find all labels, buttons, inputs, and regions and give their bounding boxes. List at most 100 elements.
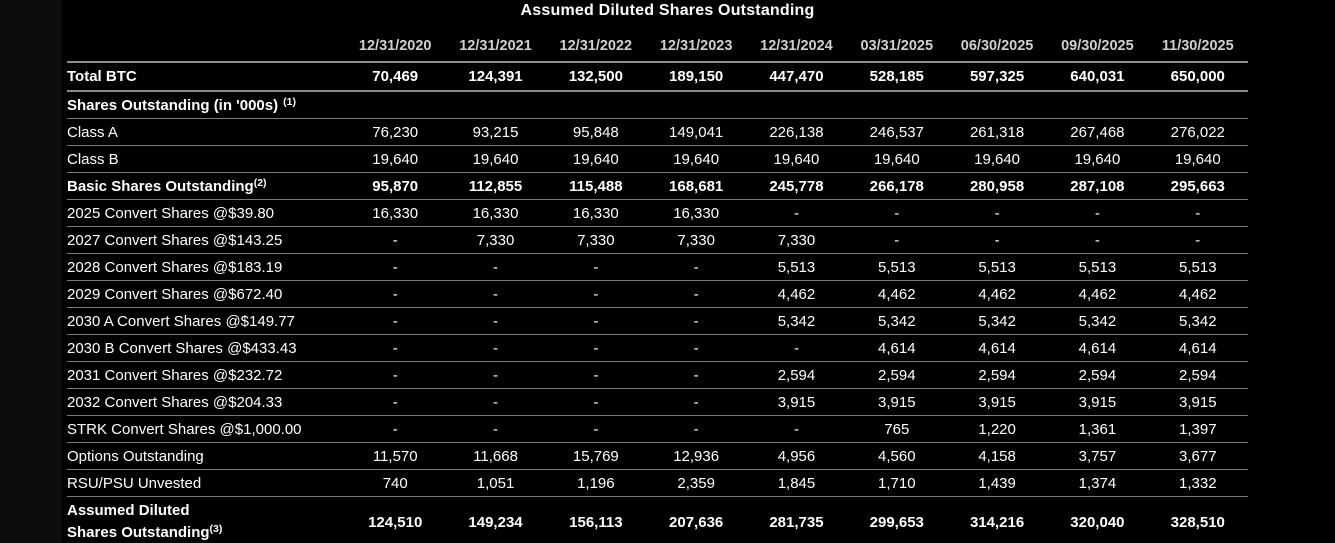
table-row: 2031 Convert Shares @$232.72 - - - - 2,594 2,5… [67, 362, 1248, 389]
cell-value: 5,513 [777, 258, 816, 276]
cell-value: 4,462 [878, 285, 916, 303]
cell-value: - [693, 366, 699, 384]
cell-value: - [894, 204, 900, 222]
cell-value: - [693, 258, 699, 276]
cell-value: 156,113 [569, 514, 623, 531]
date-header-cell: 12/31/2024 [760, 38, 833, 54]
cell-value [445, 91, 545, 119]
cell-value: - [392, 258, 398, 276]
cell-value: 19,640 [673, 150, 720, 168]
row-label: 2025 Convert Shares @$39.80 [67, 200, 345, 227]
row-label-text: 2029 Convert Shares @$672.40 [67, 285, 283, 303]
cell-value: - [493, 366, 499, 384]
date-header-cell: 11/30/2025 [1161, 38, 1234, 54]
row-label: 2032 Convert Shares @$204.33 [67, 389, 345, 416]
cell-value: - [994, 204, 1000, 222]
cell-value: 4,614 [1078, 339, 1117, 357]
row-label: 2027 Convert Shares @$143.25 [67, 227, 345, 254]
cell-value: 3,677 [1179, 447, 1217, 465]
row-label: STRK Convert Shares @$1,000.00 [67, 416, 345, 443]
cell-value: - [392, 312, 398, 330]
cell-value: 267,468 [1070, 123, 1125, 141]
row-label-text: Basic Shares Outstanding [67, 177, 254, 195]
table-row: RSU/PSU Unvested 740 1,051 1,196 2,359 1,845 1… [67, 470, 1248, 497]
cell-value: 5,513 [1179, 258, 1217, 276]
cell-value: 19,640 [773, 150, 820, 168]
cell-value: 1,196 [577, 474, 615, 492]
row-label: Shares Outstanding (in '000s) (1) [67, 91, 345, 119]
table-row: Options Outstanding 11,570 11,668 15,769 12,… [67, 443, 1248, 470]
cell-value: - [1094, 204, 1100, 222]
date-header-cell: 06/30/2025 [960, 38, 1034, 54]
cell-value: 4,560 [878, 447, 916, 465]
cell-value: 287,108 [1070, 177, 1125, 195]
cell-value: - [493, 393, 499, 411]
cell-value: 124,391 [468, 68, 523, 85]
cell-value: 261,318 [969, 123, 1025, 141]
cell-value: 740 [382, 474, 408, 492]
cell-value: 19,640 [372, 150, 419, 168]
cell-value: 7,330 [677, 231, 715, 249]
table-row: 2027 Convert Shares @$143.25 - 7,330 7,330 7… [67, 227, 1248, 254]
cell-value: 2,594 [978, 366, 1016, 384]
row-label-text: Assumed Diluted [67, 502, 190, 519]
row-label-text: Class B [67, 150, 119, 168]
cell-value: 226,138 [769, 123, 824, 141]
date-header-cell: 12/31/2020 [358, 38, 432, 54]
cell-value: 1,439 [978, 474, 1016, 492]
table-row: Basic Shares Outstanding(2) 95,870 112,855… [67, 173, 1248, 200]
cell-value: 12,936 [673, 447, 720, 465]
cell-value: 16,330 [372, 204, 419, 222]
cell-value: - [593, 366, 599, 384]
cell-value: 95,848 [572, 123, 619, 141]
cell-value: 207,636 [669, 514, 724, 531]
cell-value: 19,640 [472, 150, 519, 168]
cell-value: 93,215 [472, 123, 519, 141]
cell-value [1047, 91, 1147, 119]
footnote-superscript: (3) [209, 523, 223, 535]
cell-value: - [693, 339, 699, 357]
cell-value: 5,513 [878, 258, 916, 276]
cell-value [1148, 91, 1248, 119]
row-label-text: 2028 Convert Shares @$183.19 [67, 258, 283, 276]
cell-value: 70,469 [372, 68, 419, 85]
cell-value: 5,342 [1179, 312, 1217, 330]
cell-value: 4,462 [978, 285, 1016, 303]
cell-value: 149,234 [468, 514, 523, 531]
shares-table: 12/31/2020 12/31/2021 12/31/2022 12/31/2023… [67, 38, 1248, 543]
cell-value: - [693, 285, 699, 303]
cell-value: - [1195, 231, 1201, 249]
cell-value: 1,332 [1179, 474, 1217, 492]
cell-value: - [392, 393, 398, 411]
row-label: 2029 Convert Shares @$672.40 [67, 281, 345, 308]
cell-value: 189,150 [669, 68, 724, 85]
cell-value: 7,330 [777, 231, 816, 249]
cell-value: - [392, 285, 398, 303]
cell-value: - [593, 312, 599, 330]
cell-value: - [392, 339, 398, 357]
cell-value: 2,359 [677, 474, 715, 492]
cell-value: 19,640 [572, 150, 619, 168]
cell-value [947, 91, 1047, 119]
cell-value: 280,958 [969, 177, 1025, 195]
cell-value: 149,041 [669, 123, 724, 141]
page-title: Assumed Diluted Shares Outstanding [520, 2, 815, 19]
cell-value: 5,342 [978, 312, 1016, 330]
cell-value [847, 91, 947, 119]
table-row: 2030 B Convert Shares @$433.43 - - - - - 4,614… [67, 335, 1248, 362]
cell-value: - [1094, 231, 1100, 249]
cell-value: 16,330 [472, 204, 519, 222]
table-row: 2030 A Convert Shares @$149.77 - - - - 5,342 5… [67, 308, 1248, 335]
row-label-text: 2032 Convert Shares @$204.33 [67, 393, 283, 411]
row-label: 2028 Convert Shares @$183.19 [67, 254, 345, 281]
row-label-text: RSU/PSU Unvested [67, 474, 202, 492]
cell-value [546, 91, 646, 119]
date-header-row: 12/31/2020 12/31/2021 12/31/2022 12/31/2023… [67, 38, 1248, 62]
row-label: Options Outstanding [67, 443, 345, 470]
cell-value: 19,640 [873, 150, 920, 168]
cell-value: 1,397 [1179, 420, 1217, 438]
row-label-text: Shares Outstanding [67, 524, 210, 541]
row-label-text: 2027 Convert Shares @$143.25 [67, 231, 283, 249]
row-label-text: Options Outstanding [67, 447, 204, 465]
cell-value: - [1195, 204, 1201, 222]
